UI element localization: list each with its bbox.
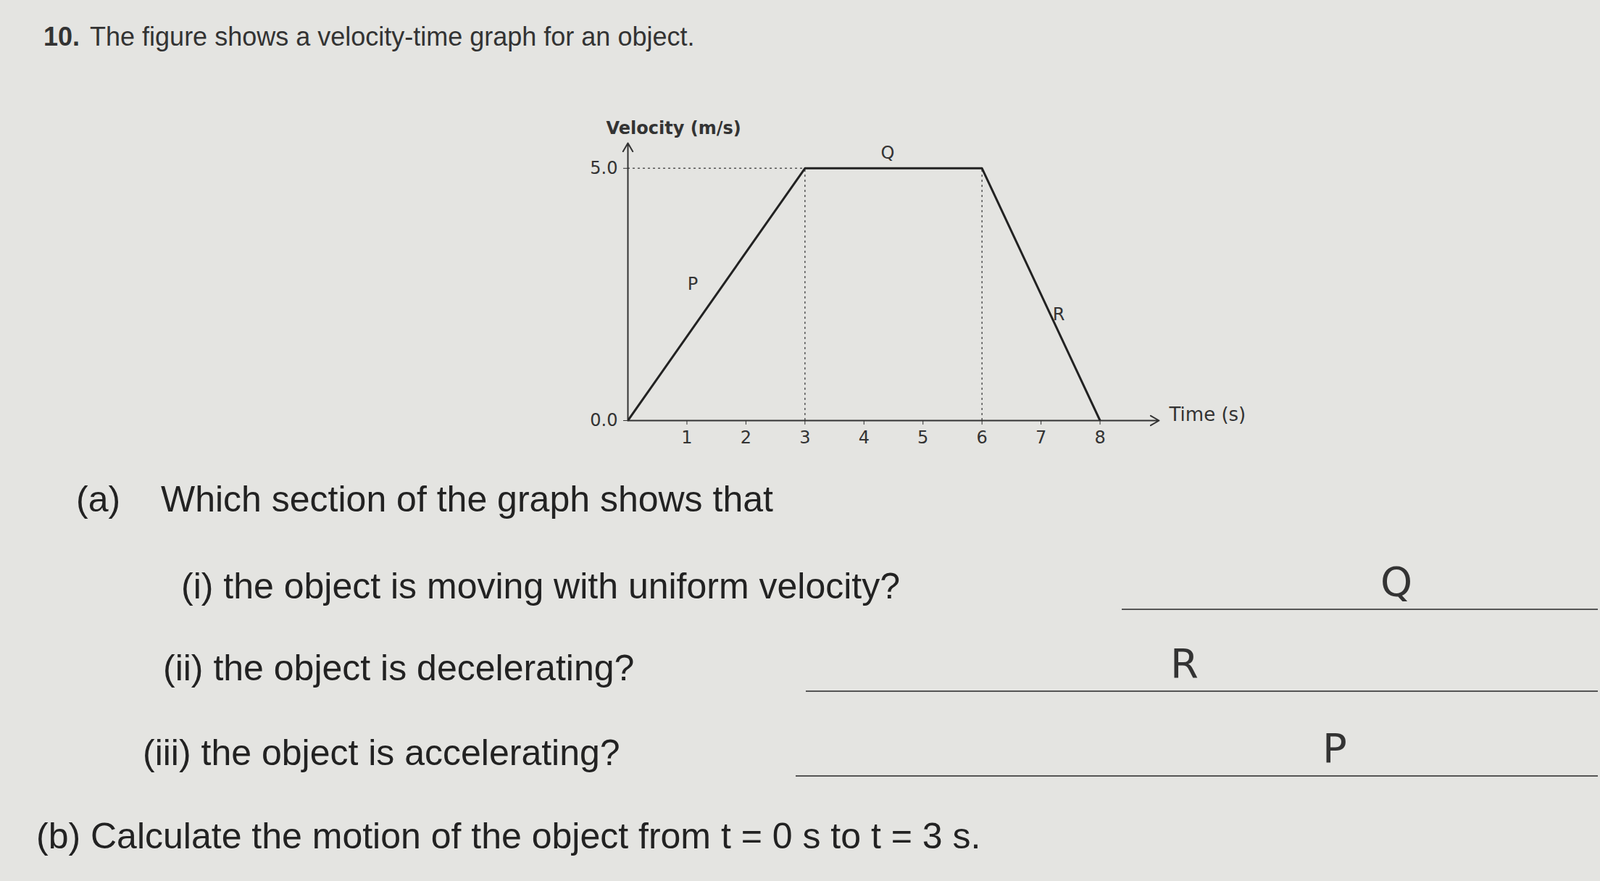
svg-text:2: 2 — [740, 427, 752, 448]
svg-text:0.0: 0.0 — [589, 410, 618, 431]
html-text:(iii) the object is accelerati: (iii) the object is accelerating? — [142, 732, 621, 774]
html-text:Which section of the graph sho: Which section of the graph shows that — [160, 478, 774, 520]
html-text:P: P — [1322, 724, 1347, 772]
svg-text:Q: Q — [880, 142, 895, 164]
html-text:(b) Calculate the motion of th: (b) Calculate the motion of the object f… — [36, 815, 981, 857]
svg-text:5: 5 — [917, 427, 929, 448]
svg-text:1: 1 — [681, 427, 693, 448]
svg-text:3: 3 — [799, 427, 811, 448]
svg-text:Time (s): Time (s) — [1168, 403, 1247, 426]
svg-text:4: 4 — [858, 427, 870, 448]
html-text:(i) the object is moving with: (i) the object is moving with uniform ve… — [181, 565, 900, 607]
svg-text:Velocity (m/s): Velocity (m/s) — [606, 118, 742, 139]
svg-text:6: 6 — [976, 427, 988, 448]
html-text:Q: Q — [1380, 557, 1413, 606]
html-text:(ii) the object is deceleratin: (ii) the object is decelerating? — [163, 647, 635, 689]
html-text:(a): (a) — [76, 478, 121, 520]
svg-text:P: P — [687, 273, 698, 295]
svg-text:5.0: 5.0 — [589, 157, 618, 179]
html-text:10. The figure shows a velocit: 10. The figure shows a velocity-time gra… — [43, 21, 695, 52]
svg-text:R: R — [1052, 304, 1066, 325]
svg-text:7: 7 — [1035, 427, 1047, 448]
svg-text:8: 8 — [1094, 427, 1106, 448]
html-text:R: R — [1170, 639, 1199, 687]
